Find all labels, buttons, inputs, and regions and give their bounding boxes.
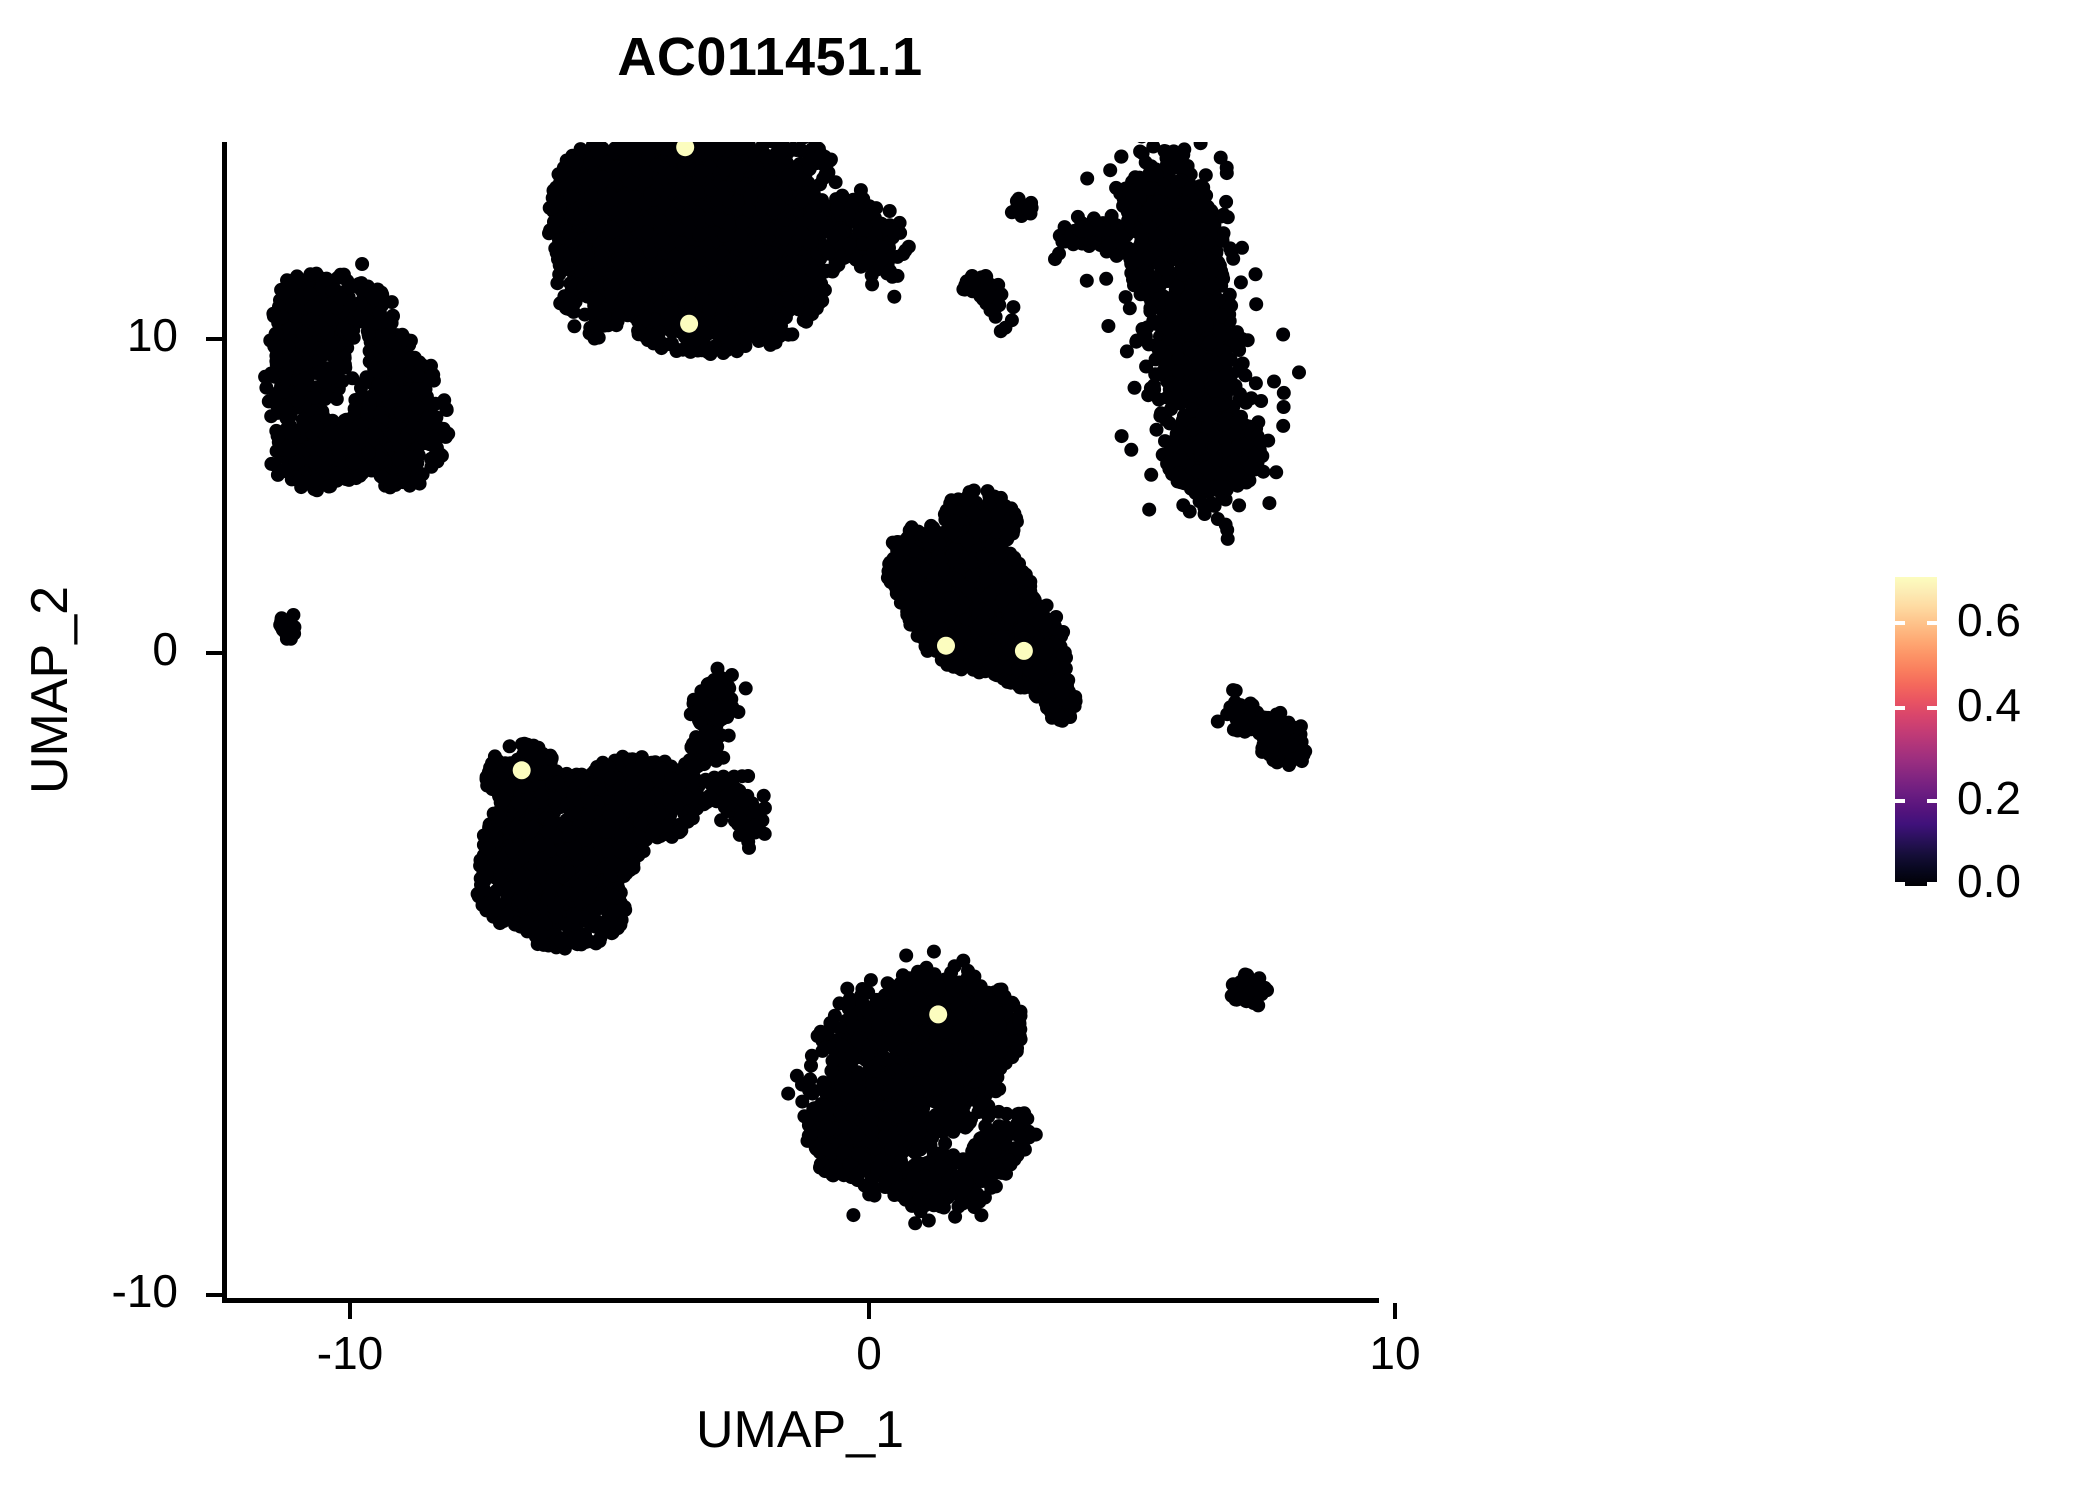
scatter-points-high-expression: [512, 142, 1033, 1024]
colorbar-tick-0.2-right: [1927, 799, 1937, 803]
colorbar-tick-0.0-right: [1927, 882, 1937, 886]
scatter-points-low-expression: [258, 142, 1313, 1231]
colorbar-label-0.2: 0.2: [1957, 772, 2021, 824]
x-tick-mark-minus10: [348, 1303, 352, 1319]
y-tick-label-minus10: -10: [111, 1265, 178, 1317]
colorbar-label-0.4: 0.4: [1957, 679, 2021, 731]
x-tick-label-minus10: -10: [316, 1327, 384, 1379]
colorbar-tick-0.2-left: [1895, 799, 1905, 803]
colorbar-tick-0.0-left: [1895, 882, 1905, 886]
y-axis-line: [222, 142, 227, 1303]
y-axis-label: UMAP_2: [21, 585, 79, 795]
x-tick-label-10: 10: [1369, 1327, 1421, 1379]
x-tick-mark-0: [867, 1303, 871, 1319]
y-tick-mark-minus10: [206, 1293, 222, 1297]
x-tick-label-0: 0: [856, 1327, 882, 1379]
colorbar-legend: 0.6 0.4 0.2 0.0: [1895, 577, 2085, 904]
y-tick-mark-10: [206, 337, 222, 341]
colorbar-tick-0.4-left: [1895, 706, 1905, 710]
scatter-canvas: [258, 142, 1313, 1231]
page-title: AC011451.1: [617, 27, 923, 87]
colorbar-label-0.6: 0.6: [1957, 594, 2021, 646]
x-tick-mark-10: [1393, 1303, 1397, 1319]
colorbar-tick-0.4-right: [1927, 706, 1937, 710]
y-tick-mark-0: [206, 651, 222, 655]
x-axis-label: UMAP_1: [695, 1401, 905, 1459]
x-axis-line: [222, 1298, 1379, 1303]
colorbar-tick-0.6-right: [1927, 621, 1937, 625]
colorbar-tick-0.6-left: [1895, 621, 1905, 625]
colorbar-label-0.0: 0.0: [1957, 855, 2021, 907]
